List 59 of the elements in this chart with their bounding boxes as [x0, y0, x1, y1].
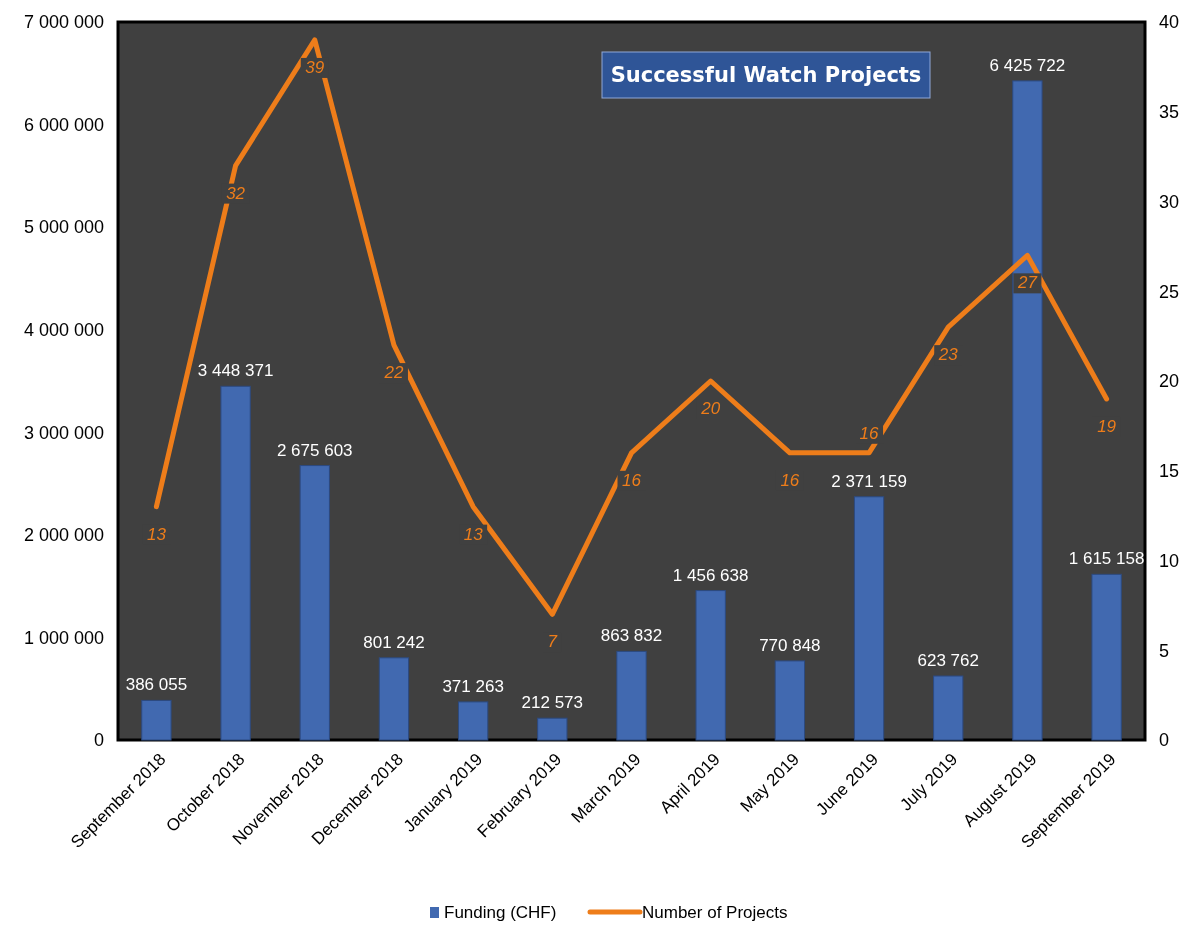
y-tick-label: 2 000 000	[23, 525, 104, 546]
bar	[141, 699, 172, 741]
data-label: 3 448 371	[197, 361, 274, 381]
y2-tick-label: 25	[1159, 281, 1180, 302]
y2-tick-label: 0	[1159, 730, 1170, 751]
legend-label: Funding (CHF)	[444, 902, 557, 922]
y-tick-label: 5 000 000	[23, 217, 104, 238]
data-label: 770 848	[759, 635, 821, 655]
bar	[220, 385, 251, 741]
y2-tick-label: 30	[1159, 191, 1180, 212]
data-label: 32	[226, 183, 246, 203]
data-label: 20	[700, 399, 721, 418]
data-label: 1 456 638	[672, 565, 749, 585]
y-tick-label: 3 000 000	[23, 422, 104, 443]
data-label: 19	[1097, 416, 1117, 436]
data-label: 22	[383, 363, 404, 383]
y2-tick-label: 40	[1159, 12, 1180, 33]
bar	[457, 701, 489, 741]
text: Successful Watch Projects	[610, 63, 922, 88]
data-label: 212 573	[521, 693, 584, 713]
y-tick-label: 4 000 000	[23, 320, 104, 341]
y2-tick-label: 5	[1159, 640, 1170, 661]
bar	[616, 650, 647, 741]
data-label: 16	[859, 423, 880, 443]
legend-label: Number of Projects	[642, 902, 788, 922]
data-label: 863 832	[600, 626, 663, 646]
bar	[933, 675, 964, 741]
y2-tick-label: 35	[1159, 102, 1180, 123]
data-label: 16	[780, 470, 800, 490]
y2-tick-label: 10	[1159, 550, 1180, 571]
data-label: 13	[463, 524, 484, 544]
data-label: 623 762	[917, 651, 979, 671]
y-tick-label: 1 000 000	[23, 627, 104, 648]
y-tick-label: 0	[93, 730, 104, 751]
data-label: 1 615 158	[1068, 549, 1145, 569]
bar	[1012, 80, 1043, 741]
data-label: 23	[937, 345, 959, 365]
bar	[537, 717, 568, 741]
y-tick-label: 6 000 000	[23, 114, 104, 135]
data-label: 386 055	[125, 675, 188, 695]
data-label: 801 242	[363, 632, 425, 652]
bar	[774, 660, 806, 741]
bar	[378, 657, 410, 741]
data-label: 13	[146, 524, 167, 544]
data-label: 2 371 159	[831, 471, 907, 491]
y2-tick-label: 15	[1159, 461, 1180, 482]
data-label: 371 263	[442, 676, 504, 696]
data-label: 6 425 722	[989, 55, 1066, 75]
bar	[1091, 573, 1122, 741]
bar	[299, 465, 330, 741]
data-label: 27	[1016, 273, 1038, 293]
y-tick-label: 7 000 000	[23, 12, 104, 33]
y2-tick-label: 20	[1159, 371, 1180, 392]
data-label: 39	[305, 57, 325, 77]
data-label: 7	[547, 632, 558, 652]
data-label: 2 675 603	[276, 440, 353, 460]
bar	[853, 496, 885, 741]
data-label: 16	[622, 470, 642, 490]
bar	[695, 590, 726, 741]
